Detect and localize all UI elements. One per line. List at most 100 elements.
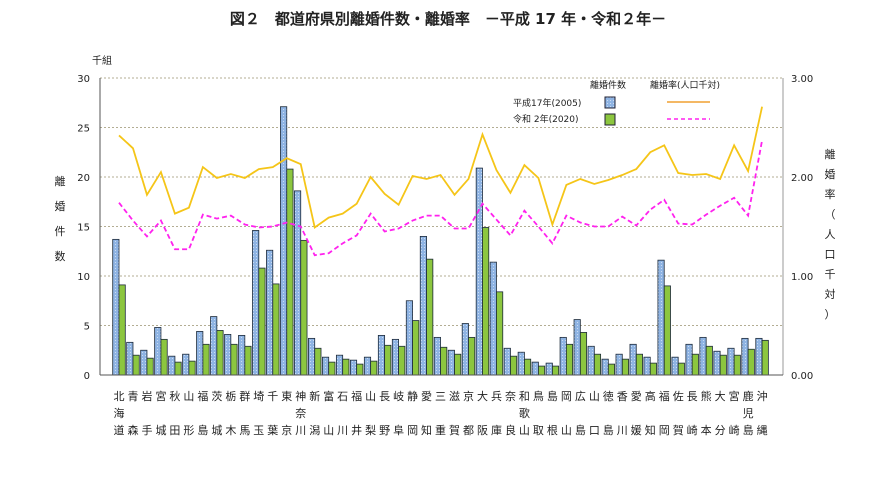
x-tick-label: 賀 <box>673 424 684 437</box>
x-tick-label: 富 <box>323 389 334 403</box>
x-tick-label: 梨 <box>365 423 376 437</box>
x-tick-label: 宮 <box>729 389 740 403</box>
legend-2005-label: 平成17年(2005) <box>513 97 581 109</box>
y2-axis-title-char: 人 <box>825 228 836 241</box>
x-tick-label: 栃 <box>225 389 236 403</box>
bar-2020 <box>482 227 490 376</box>
x-tick-label: 鳥 <box>533 389 544 403</box>
bar-2005 <box>671 356 679 376</box>
bar-2005 <box>573 319 581 376</box>
bar-2020 <box>384 344 392 376</box>
bar-2005 <box>391 338 399 376</box>
x-tick-label: 岡 <box>407 424 418 437</box>
x-tick-label: 山 <box>519 424 530 437</box>
legend-lines-header: 離婚率(人口千対) <box>650 79 720 91</box>
bar-2020 <box>160 338 168 376</box>
legend-2020-bar-swatch <box>604 113 616 126</box>
x-tick-label: 愛 <box>421 390 432 403</box>
bar-2005 <box>489 261 497 376</box>
x-tick-label: 東 <box>281 390 292 403</box>
x-tick-label: 北 <box>114 390 125 403</box>
x-tick-label: 分 <box>715 424 726 437</box>
x-tick-label: 新 <box>309 389 320 403</box>
x-tick-label: 崎 <box>729 423 740 437</box>
bar-2005 <box>280 106 288 376</box>
x-tick-label: 山 <box>589 390 600 403</box>
x-tick-label: 神 <box>295 389 306 403</box>
x-tick-label: 奈 <box>295 406 306 420</box>
x-tick-label: 島 <box>743 423 754 437</box>
bar-2020 <box>691 353 699 376</box>
bar-2005 <box>643 356 651 376</box>
bar-2005 <box>657 259 665 376</box>
bar-2005 <box>727 347 735 376</box>
x-tick-label: 媛 <box>631 423 642 437</box>
bar-2020 <box>747 348 755 376</box>
bar-2005 <box>308 337 316 376</box>
x-tick-label: 城 <box>211 424 222 437</box>
x-tick-label: 徳 <box>603 390 614 403</box>
bar-2020 <box>579 332 588 376</box>
bar-2005 <box>601 358 609 376</box>
x-tick-label: 石 <box>337 390 348 403</box>
y2-axis-ticks: 0.00 1.00 2.00 3.00 <box>791 74 813 382</box>
x-tick-label: 熊 <box>701 389 712 403</box>
y-tick-label: 30 <box>77 74 90 85</box>
y2-axis-title: 離婚率 （ 人口千対 ） <box>825 147 836 321</box>
y2-axis-title-char: ） <box>825 308 836 321</box>
x-tick-label: 滋 <box>449 390 460 403</box>
bar-2020 <box>510 355 518 376</box>
bar-2020 <box>188 360 196 376</box>
y2-tick-label: 1.00 <box>791 272 813 283</box>
bar-2005 <box>210 316 218 376</box>
x-tick-label: 兵 <box>491 390 502 403</box>
x-tick-label: 木 <box>225 424 236 437</box>
line-2020-rate <box>118 140 763 257</box>
x-tick-label: 岐 <box>393 390 404 403</box>
x-tick-label: 静 <box>407 389 418 403</box>
x-tick-label: 岡 <box>561 390 572 403</box>
bar-2005 <box>419 235 427 376</box>
bar-2020 <box>272 283 280 376</box>
bar-2020 <box>286 168 294 376</box>
x-tick-label: 島 <box>603 423 614 437</box>
y2-axis-title-char: 婚 <box>825 167 836 181</box>
bar-2020 <box>300 239 308 376</box>
gridlines <box>100 77 783 326</box>
bar-2020 <box>565 343 574 376</box>
bar-2020 <box>635 353 643 376</box>
bar-2020 <box>118 284 126 376</box>
bar-2020 <box>454 353 462 376</box>
x-tick-label: 野 <box>379 424 390 437</box>
y-unit-label: 千組 <box>92 54 112 67</box>
bar-2005 <box>168 355 176 376</box>
bar-2020 <box>328 361 336 376</box>
y2-tick-label: 0.00 <box>791 371 813 382</box>
legend: 離婚件数 離婚率(人口千対) 平成17年(2005) 令和 2年(2020) <box>513 79 720 126</box>
bar-2020 <box>663 285 671 376</box>
bar-2005 <box>447 349 455 376</box>
bar-2005 <box>699 336 707 376</box>
x-tick-label: 川 <box>337 424 348 437</box>
x-tick-label: 青 <box>127 390 138 403</box>
x-axis-labels: 北海道青森岩手宮城秋田山形福島茨城栃木群馬埼玉千葉東京神奈川新潟富山石川福井山梨… <box>114 389 768 437</box>
x-tick-label: 奈 <box>505 389 516 403</box>
x-tick-label: 山 <box>365 390 376 403</box>
bar-2020 <box>677 362 685 376</box>
bar-2020 <box>146 357 154 376</box>
x-tick-label: 手 <box>141 423 152 437</box>
bar-2005 <box>503 347 511 376</box>
x-tick-label: 大 <box>715 389 726 403</box>
bar-2005 <box>433 336 441 376</box>
x-tick-label: 阪 <box>477 423 488 437</box>
x-tick-label: 京 <box>281 423 292 437</box>
x-tick-label: 城 <box>155 424 166 437</box>
x-tick-label: 島 <box>197 423 208 437</box>
x-tick-label: 山 <box>323 424 334 437</box>
x-tick-label: 崎 <box>687 423 698 437</box>
x-tick-label: 川 <box>617 424 628 437</box>
y-tick-label: 0 <box>84 371 90 382</box>
bar-2020 <box>524 358 532 376</box>
bar-2020 <box>412 320 420 376</box>
